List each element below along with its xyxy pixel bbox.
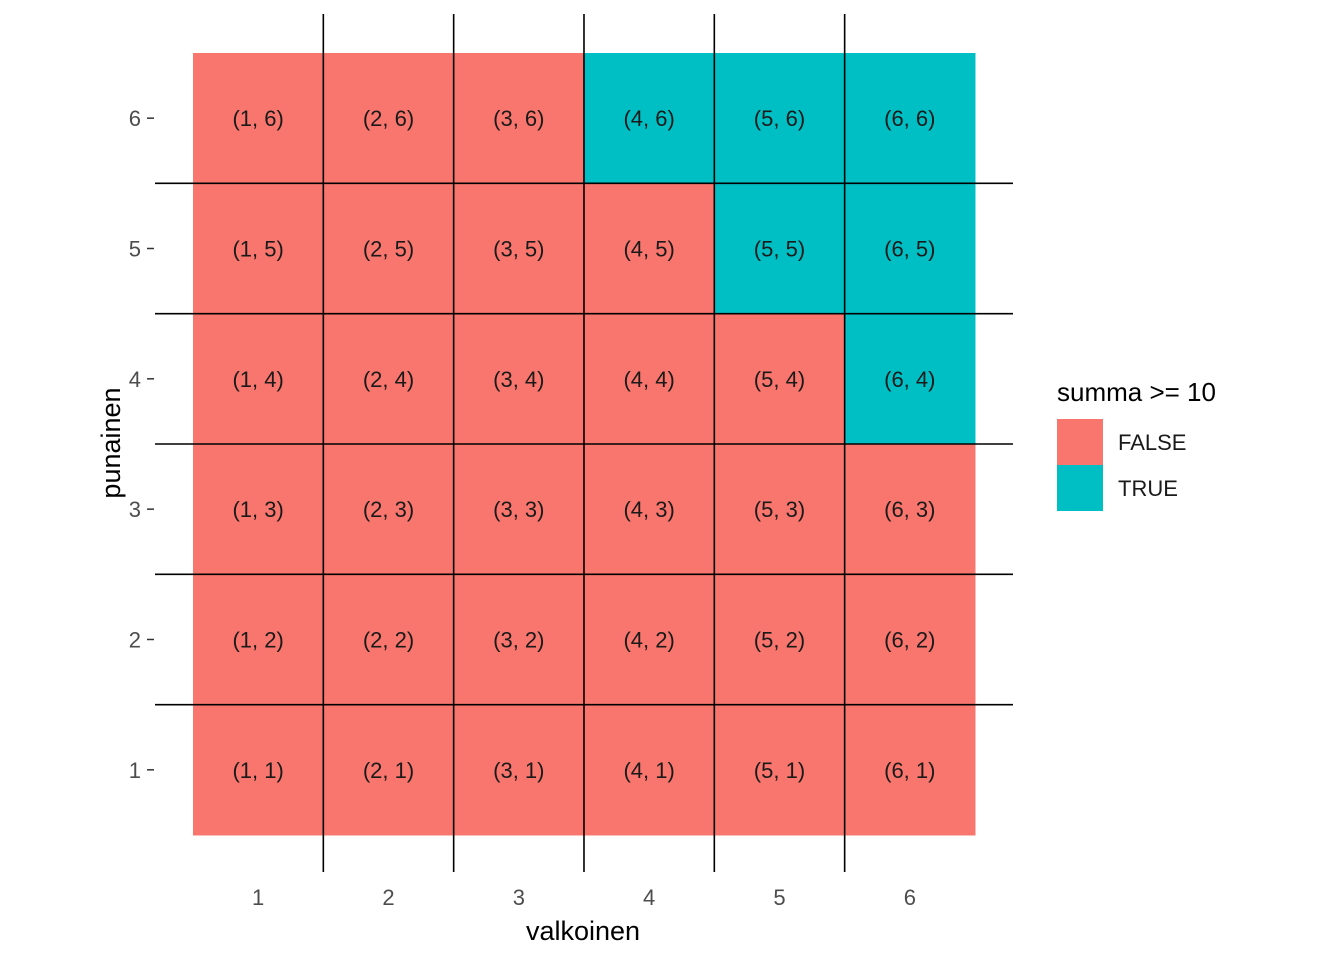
heatmap-cell [323, 53, 455, 184]
heatmap-cell [453, 574, 585, 706]
x-axis-title: valkoinen [526, 916, 640, 946]
heatmap-cell [193, 704, 324, 836]
cell-label: (2, 6) [363, 106, 414, 131]
heatmap-cell [453, 443, 585, 575]
heatmap-cell [714, 443, 846, 575]
heatmap-cell [714, 53, 846, 184]
heatmap-cell [583, 183, 715, 315]
cell-label: (5, 1) [754, 758, 805, 783]
heatmap-cell [453, 704, 585, 836]
heatmap-cell [714, 183, 846, 315]
y-tick-label: 5 [129, 236, 141, 261]
legend-label: FALSE [1118, 430, 1186, 455]
cell-label: (2, 4) [363, 367, 414, 392]
cell-labels: (1, 1) (2, 1) (3, 1) (4, 1) (5, 1) (6, 1) (1, … [232, 106, 935, 783]
cell-label: (1, 2) [232, 627, 283, 652]
cell-label: (6, 4) [884, 367, 935, 392]
y-tick-label: 2 [129, 627, 141, 652]
x-tick-label: 1 [252, 885, 264, 910]
x-tick-label: 3 [513, 885, 525, 910]
heatmap-cell [193, 53, 324, 184]
y-axis: 1 2 3 4 5 6 [129, 106, 154, 783]
x-tick-label: 4 [643, 885, 655, 910]
heatmap-cell [844, 183, 976, 315]
cell-label: (6, 3) [884, 497, 935, 522]
heatmap-cell [453, 313, 585, 445]
heatmap-cell [714, 313, 846, 445]
heatmap-cell [844, 53, 976, 184]
heatmap-cell [323, 574, 455, 706]
y-axis-title: punainen [96, 387, 126, 498]
cell-label: (3, 6) [493, 106, 544, 131]
cell-label: (1, 4) [232, 367, 283, 392]
heatmap-cell [583, 574, 715, 706]
cell-label: (3, 3) [493, 497, 544, 522]
heatmap-cell [323, 704, 455, 836]
heatmap-cell [844, 443, 976, 575]
heatmap-cells [193, 53, 976, 836]
heatmap-cell [193, 313, 324, 445]
heatmap-cell [323, 443, 455, 575]
y-tick-label: 6 [129, 106, 141, 131]
cell-label: (3, 1) [493, 758, 544, 783]
cell-label: (1, 3) [232, 497, 283, 522]
cell-label: (3, 2) [493, 627, 544, 652]
heatmap-cell [453, 183, 585, 315]
heatmap-cell [193, 574, 324, 706]
legend-key [1057, 465, 1103, 511]
heatmap-cell [714, 574, 846, 706]
legend: summa >= 10 FALSE TRUE [1057, 377, 1216, 511]
cell-label: (1, 6) [232, 106, 283, 131]
heatmap-cell [583, 313, 715, 445]
legend-title: summa >= 10 [1057, 377, 1216, 407]
x-tick-label: 5 [773, 885, 785, 910]
cell-label: (4, 1) [623, 758, 674, 783]
cell-label: (4, 4) [623, 367, 674, 392]
cell-label: (6, 1) [884, 758, 935, 783]
heatmap-cell [583, 443, 715, 575]
heatmap-cell [583, 704, 715, 836]
legend-key [1057, 419, 1103, 465]
legend-label: TRUE [1118, 476, 1178, 501]
heatmap-cell [844, 704, 976, 836]
cell-label: (4, 2) [623, 627, 674, 652]
y-tick-label: 1 [129, 758, 141, 783]
cell-label: (5, 4) [754, 367, 805, 392]
cell-label: (4, 6) [623, 106, 674, 131]
cell-label: (2, 1) [363, 758, 414, 783]
heatmap-cell [714, 704, 846, 836]
cell-label: (6, 5) [884, 236, 935, 261]
heatmap-cell [193, 443, 324, 575]
y-tick-label: 3 [129, 497, 141, 522]
cell-label: (5, 3) [754, 497, 805, 522]
x-tick-label: 6 [904, 885, 916, 910]
cell-label: (1, 5) [232, 236, 283, 261]
cell-label: (2, 2) [363, 627, 414, 652]
cell-label: (2, 5) [363, 236, 414, 261]
cell-label: (4, 3) [623, 497, 674, 522]
heatmap-cell [844, 313, 976, 445]
cell-label: (5, 5) [754, 236, 805, 261]
cell-label: (1, 1) [232, 758, 283, 783]
cell-label: (2, 3) [363, 497, 414, 522]
cell-label: (6, 6) [884, 106, 935, 131]
cell-label: (6, 2) [884, 627, 935, 652]
heatmap-cell [844, 574, 976, 706]
heatmap-cell [323, 313, 455, 445]
cell-label: (3, 5) [493, 236, 544, 261]
cell-label: (3, 4) [493, 367, 544, 392]
cell-label: (5, 2) [754, 627, 805, 652]
y-tick-label: 4 [129, 367, 141, 392]
heatmap-cell [193, 183, 324, 315]
grid-lines [155, 14, 1013, 872]
cell-label: (5, 6) [754, 106, 805, 131]
heatmap-cell [323, 183, 455, 315]
cell-label: (4, 5) [623, 236, 674, 261]
x-tick-label: 2 [382, 885, 394, 910]
heatmap-cell [583, 53, 715, 184]
heatmap-cell [453, 53, 585, 184]
x-axis: 1 2 3 4 5 6 [252, 885, 916, 910]
